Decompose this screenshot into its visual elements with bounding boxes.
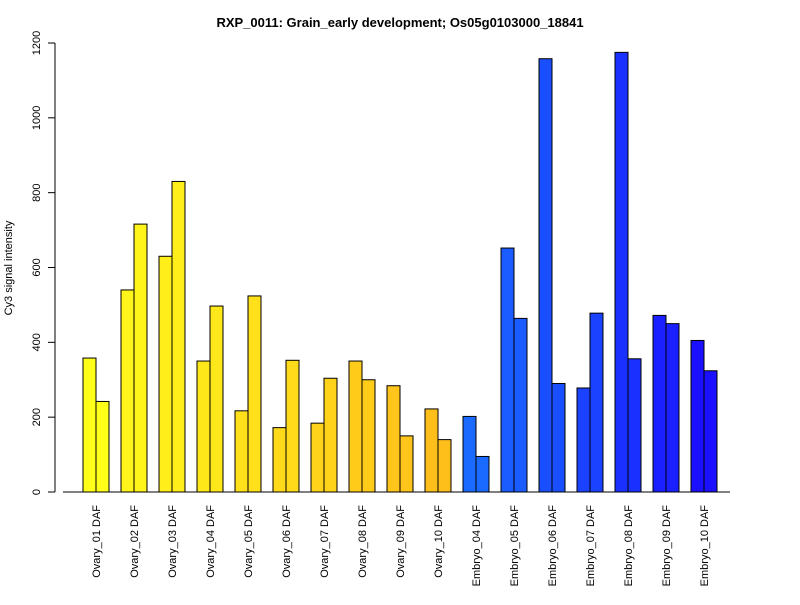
bar-1-1 xyxy=(133,223,148,493)
bar-2-0 xyxy=(158,255,173,493)
y-axis: 0 200 400 600 800 1000 1200 xyxy=(31,31,56,495)
x-tick-label: Ovary_02 DAF xyxy=(129,505,141,578)
y-axis-label: Cy3 signal intensity xyxy=(3,220,15,315)
x-tick-label: Embryo_10 DAF xyxy=(699,505,711,587)
y-tick-label: 400 xyxy=(31,333,43,351)
x-tick-label: Ovary_10 DAF xyxy=(433,505,445,578)
bar-1-0 xyxy=(120,289,135,493)
y-tick-label: 600 xyxy=(31,258,43,276)
bar-3-0 xyxy=(196,360,211,493)
bar-13-0 xyxy=(576,387,591,493)
y-tick-label: 800 xyxy=(31,183,43,201)
bar-2-1 xyxy=(171,180,186,493)
x-tick-label: Ovary_05 DAF xyxy=(243,505,255,578)
bar-9-0 xyxy=(424,408,439,493)
bar-15-1 xyxy=(665,323,680,493)
bar-3-1 xyxy=(209,305,224,493)
x-tick-labels: Ovary_01 DAF Ovary_02 DAF Ovary_03 DAF Ovar… xyxy=(91,505,711,587)
x-tick-label: Ovary_04 DAF xyxy=(205,505,217,578)
y-tick-label: 0 xyxy=(31,489,43,495)
bar-4-0 xyxy=(234,410,249,493)
bar-12-1 xyxy=(551,382,566,493)
bar-5-1 xyxy=(285,359,300,493)
bar-15-0 xyxy=(652,314,667,493)
x-tick-label: Embryo_07 DAF xyxy=(585,505,597,587)
x-tick-label: Ovary_01 DAF xyxy=(91,505,103,578)
x-tick-label: Embryo_08 DAF xyxy=(623,505,635,587)
x-tick-label: Embryo_09 DAF xyxy=(661,505,673,587)
y-tick-label: 1000 xyxy=(31,106,43,130)
x-tick-label: Ovary_06 DAF xyxy=(281,505,293,578)
chart-title: RXP_0011: Grain_early development; Os05g… xyxy=(216,15,583,30)
x-tick-label: Ovary_08 DAF xyxy=(357,505,369,578)
x-tick-label: Embryo_05 DAF xyxy=(509,505,521,587)
bar-8-0 xyxy=(386,385,401,493)
bar-9-1 xyxy=(437,439,452,493)
x-tick-label: Ovary_03 DAF xyxy=(167,505,179,578)
x-tick-label: Embryo_04 DAF xyxy=(471,505,483,587)
bar-11-1 xyxy=(513,317,528,493)
bar-7-0 xyxy=(348,360,363,493)
y-tick-label: 1200 xyxy=(31,31,43,55)
bar-8-1 xyxy=(399,435,414,493)
bar-12-0 xyxy=(538,58,553,493)
bar-16-0 xyxy=(690,339,705,493)
bar-14-0 xyxy=(614,51,629,493)
bar-6-0 xyxy=(310,422,325,493)
bar-0-0 xyxy=(82,357,97,493)
y-tick-label: 200 xyxy=(31,408,43,426)
bar-4-1 xyxy=(247,295,262,493)
bar-0-1 xyxy=(95,400,110,493)
x-tick-label: Ovary_09 DAF xyxy=(395,505,407,578)
x-tick-label: Ovary_07 DAF xyxy=(319,505,331,578)
bar-16-1 xyxy=(703,370,718,493)
x-tick-label: Embryo_06 DAF xyxy=(547,505,559,587)
bar-13-1 xyxy=(589,312,604,493)
bar-6-1 xyxy=(323,377,338,493)
bar-7-1 xyxy=(361,379,376,493)
bar-10-0 xyxy=(462,415,477,493)
bar-5-0 xyxy=(272,427,287,493)
bar-14-1 xyxy=(627,358,642,493)
bars xyxy=(82,51,718,493)
bar-11-0 xyxy=(500,247,515,493)
bar-10-1 xyxy=(475,455,490,493)
